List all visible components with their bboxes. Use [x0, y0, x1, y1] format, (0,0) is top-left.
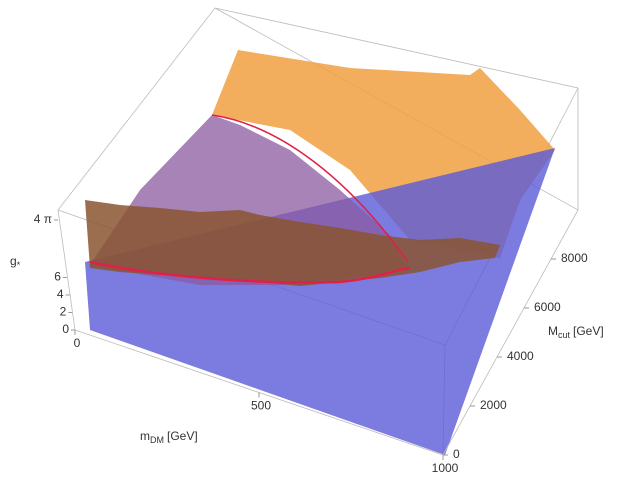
axis-label-base: M	[548, 324, 558, 338]
axis-label-base: m	[140, 429, 150, 443]
z-tick-label: 4 π	[34, 212, 52, 226]
z-tick-label: 2	[60, 305, 67, 319]
z-tick-label: 0	[62, 322, 69, 336]
axis-label-unit: [GeV]	[573, 324, 604, 338]
axis-label-unit: [GeV]	[167, 429, 198, 443]
x-tick-label: 1000	[432, 461, 459, 475]
surfaces	[57, 7, 579, 456]
z-tick-label: 6	[54, 270, 61, 284]
box-edge	[57, 209, 76, 331]
y-tick-label: 8000	[561, 251, 588, 265]
axis-label: Mcut [GeV]	[548, 324, 604, 340]
y-tick-label: 2000	[480, 398, 507, 412]
axis-label: mDM [GeV]	[140, 429, 198, 445]
axis-label-sub: cut	[558, 330, 571, 340]
axis-label-sub: *	[17, 260, 21, 270]
brown-ridge	[85, 200, 500, 286]
z-tick-label: 4	[57, 287, 64, 301]
red-boundary	[211, 114, 409, 263]
y-tick-label: 6000	[534, 300, 561, 314]
x-tick-label: 500	[251, 399, 271, 413]
axis-label-base: g	[10, 254, 17, 268]
axis-label-sub: DM	[150, 435, 164, 445]
red-curve	[89, 260, 411, 284]
blue-plane	[85, 148, 555, 455]
x-tick-label: 0	[74, 336, 81, 350]
box-edge	[57, 7, 216, 211]
box-edge	[442, 209, 579, 456]
axis-label: g*	[10, 254, 21, 270]
y-tick-label: 4000	[507, 349, 534, 363]
y-tick-label: 0	[453, 447, 460, 461]
